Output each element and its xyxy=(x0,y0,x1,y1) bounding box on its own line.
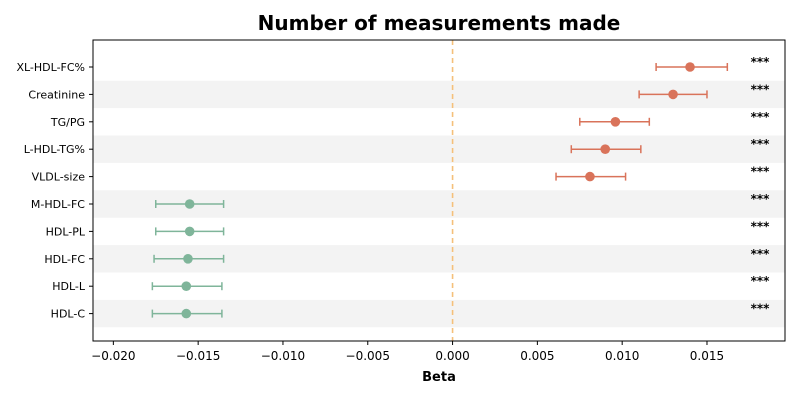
x-axis-ticks: −0.020 −0.015 −0.010 −0.005 0.000 0.005 0.010 0… xyxy=(91,341,724,363)
significance-label: *** xyxy=(751,110,771,124)
forest-row: *** xyxy=(555,165,771,182)
forest-row: *** xyxy=(153,247,771,264)
forest-row: *** xyxy=(579,110,771,127)
forest-row: *** xyxy=(151,274,771,292)
beta-point xyxy=(184,199,195,209)
forest-row: *** xyxy=(155,219,771,237)
beta-point xyxy=(181,281,192,292)
y-tick-label: TG/PG xyxy=(50,116,85,129)
beta-point xyxy=(183,253,193,264)
forest-row: *** xyxy=(570,137,771,154)
x-tick-label: −0.020 xyxy=(91,349,135,363)
x-tick-label: 0.010 xyxy=(605,349,639,363)
beta-point xyxy=(181,308,192,319)
x-tick-label: −0.015 xyxy=(176,349,220,363)
significance-label: *** xyxy=(751,274,771,288)
beta-point xyxy=(184,226,195,237)
x-tick-label: 0.000 xyxy=(435,349,469,363)
y-axis-ticks: XL-HDL-FC% Creatinine TG/PG L-HDL-TG% VLDL-s… xyxy=(16,61,93,321)
plot-frame xyxy=(92,39,786,342)
x-axis-label: Beta xyxy=(422,370,456,385)
beta-point xyxy=(585,171,595,182)
forest-row: *** xyxy=(638,82,771,100)
y-tick-label: HDL-C xyxy=(51,308,86,321)
y-tick-label: XL-HDL-FC% xyxy=(16,61,85,74)
y-tick-label: VLDL-size xyxy=(32,171,86,184)
significance-label: *** xyxy=(751,82,771,96)
beta-point xyxy=(685,62,695,72)
x-tick-label: 0.005 xyxy=(520,349,554,363)
y-tick-label: HDL-PL xyxy=(46,225,86,238)
forest-row: *** xyxy=(655,55,771,72)
data-rows: *** *** *** *** *** *** *** *** *** *** xyxy=(151,55,771,319)
y-tick-label: HDL-L xyxy=(52,280,86,293)
chart-title: Number of measurements made xyxy=(258,11,621,35)
significance-label: *** xyxy=(751,247,771,261)
y-tick-label: HDL-FC xyxy=(44,253,85,266)
y-tick-label: Creatinine xyxy=(28,88,85,101)
significance-label: *** xyxy=(751,219,771,233)
x-tick-label: −0.005 xyxy=(346,349,390,363)
significance-label: *** xyxy=(751,55,771,69)
significance-label: *** xyxy=(751,137,771,151)
significance-label: *** xyxy=(751,165,771,179)
y-tick-label: L-HDL-TG% xyxy=(24,143,85,156)
row-shade xyxy=(93,135,785,163)
significance-label: *** xyxy=(751,302,771,316)
forest-row: *** xyxy=(151,302,771,319)
x-tick-label: 0.015 xyxy=(690,349,724,363)
forest-row: *** xyxy=(155,192,771,209)
significance-label: *** xyxy=(751,192,771,206)
x-tick-label: −0.010 xyxy=(261,349,305,363)
y-tick-label: M-HDL-FC xyxy=(31,198,85,211)
beta-point xyxy=(668,89,678,100)
beta-point xyxy=(600,144,611,154)
beta-point xyxy=(610,117,621,127)
